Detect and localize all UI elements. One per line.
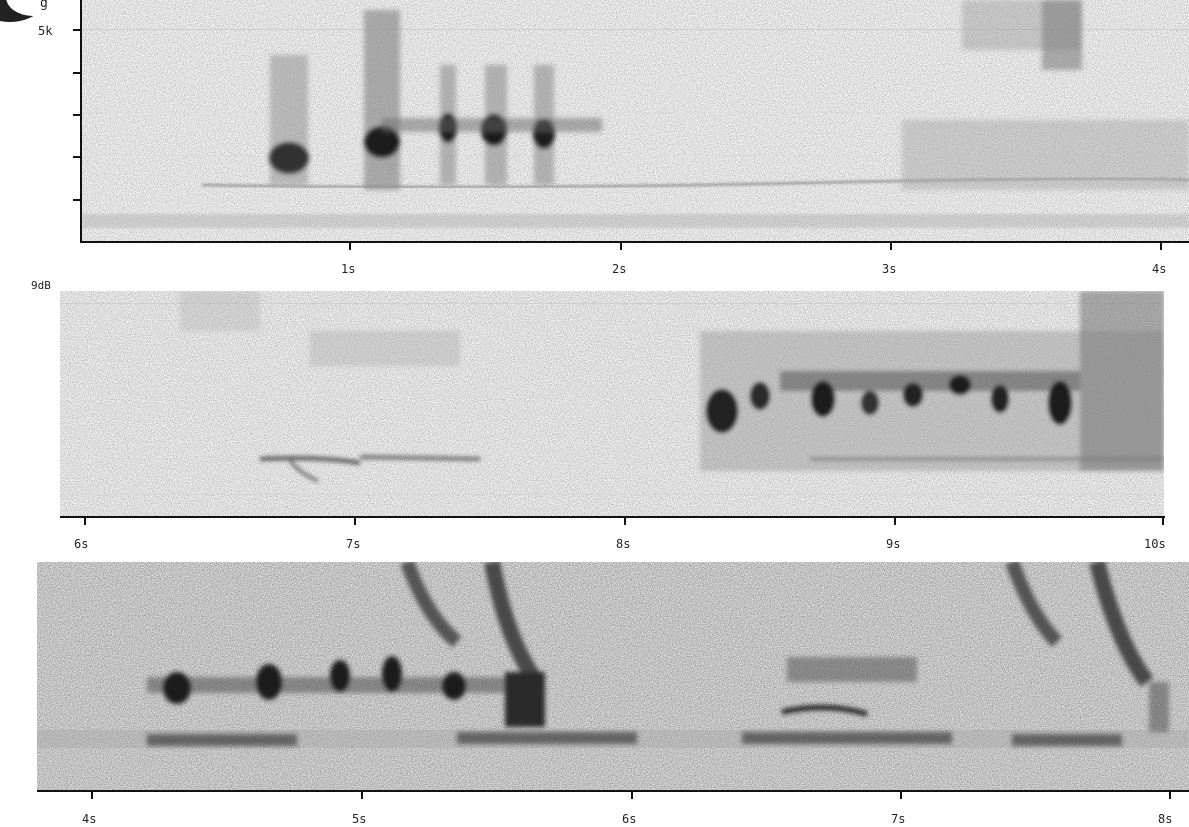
x-tick — [900, 792, 902, 799]
x-tick-label: 10s — [1144, 537, 1166, 551]
x-tick — [361, 792, 363, 799]
y-tick — [73, 156, 80, 158]
x-tick-label: 6s — [74, 537, 89, 551]
x-tick-label: 7s — [346, 537, 361, 551]
x-tick-label: 4s — [82, 812, 97, 826]
y-tick-5k — [73, 29, 80, 31]
x-axis-middle — [60, 516, 1165, 518]
x-tick-label: 3s — [882, 262, 897, 276]
x-tick — [84, 518, 86, 525]
x-tick-label: 2s — [612, 262, 627, 276]
x-tick — [91, 792, 93, 799]
y-tick — [73, 199, 80, 201]
x-tick-label: 1s — [341, 262, 356, 276]
y-tick — [73, 114, 80, 116]
x-tick — [1160, 243, 1162, 250]
x-tick — [349, 243, 351, 250]
spectrogram-image-middle[interactable] — [60, 291, 1164, 516]
y-tick — [73, 72, 80, 74]
spectrogram-panel-bottom: 4s 5s 6s 7s 8s — [0, 558, 1189, 827]
x-axis-top — [80, 241, 1189, 243]
x-tick — [894, 518, 896, 525]
x-tick-label: 6s — [622, 812, 637, 826]
spectrogram-panel-top: g — [0, 0, 1189, 285]
spectrogram-image-top[interactable] — [82, 0, 1189, 242]
x-tick-label: 9s — [886, 537, 901, 551]
x-tick — [1162, 518, 1164, 525]
corner-label-top: g — [40, 0, 48, 11]
x-tick — [1169, 792, 1171, 799]
x-tick-label: 5s — [352, 812, 367, 826]
x-tick-label: 4s — [1152, 262, 1167, 276]
x-tick — [354, 518, 356, 525]
app-logo-icon-inner — [6, 0, 60, 16]
spectrogram-image-bottom[interactable] — [37, 562, 1189, 790]
x-tick — [624, 518, 626, 525]
x-tick — [631, 792, 633, 799]
x-tick-label: 7s — [891, 812, 906, 826]
x-tick-label: 8s — [1158, 812, 1173, 826]
y-axis-top — [80, 0, 82, 243]
x-tick — [890, 243, 892, 250]
x-axis-bottom — [37, 790, 1189, 792]
spectrogram-panel-middle: 9dB — [0, 279, 1189, 558]
x-tick-label: 8s — [616, 537, 631, 551]
x-tick — [620, 243, 622, 250]
corner-label-middle: 9dB — [31, 279, 51, 292]
y-tick-label: 5k — [38, 24, 53, 38]
